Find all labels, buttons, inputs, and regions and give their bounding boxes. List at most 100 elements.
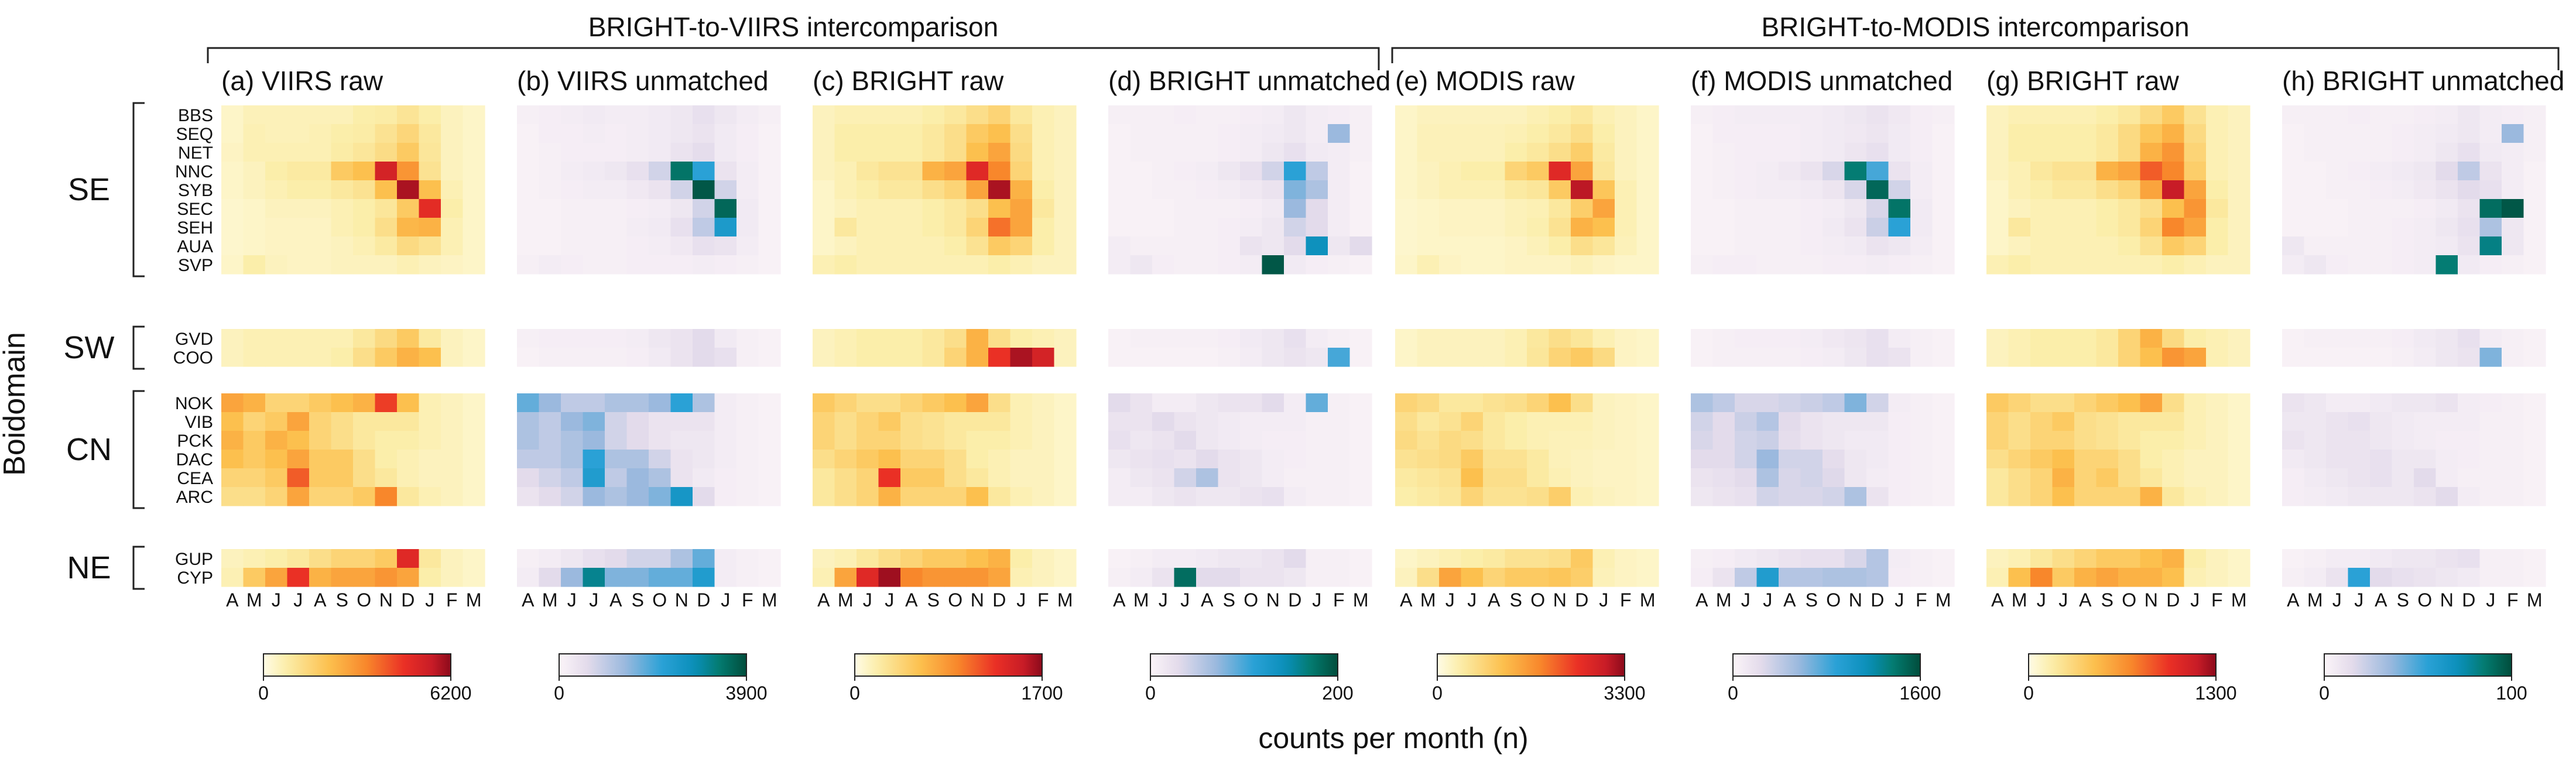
heatmap-cell [1866,549,1889,568]
heatmap-cell [714,218,737,237]
heatmap-cell [1218,143,1241,162]
heatmap-cell [2140,412,2163,431]
heatmap-cell [397,348,420,367]
heatmap-cell [1615,124,1638,143]
heatmap-cell [966,180,989,200]
heatmap-cell [1549,162,1571,181]
heatmap-cell [1615,143,1638,162]
heatmap-cell [1932,162,1955,181]
heatmap-cell [1054,549,1077,568]
heatmap-cell [287,487,310,506]
heatmap-cell [813,218,835,237]
heatmap-cell [737,431,759,450]
heatmap-cell [605,236,628,256]
heatmap-cell [1240,124,1263,143]
heatmap-cell [626,199,649,218]
heatmap-cell [626,393,649,413]
heatmap-cell [2392,568,2414,587]
heatmap-cell [1218,468,1241,488]
heatmap-cell [2206,255,2229,275]
group-bracket-modis [1391,47,2560,70]
heatmap-cell [1505,236,1527,256]
heatmap-cell [878,329,901,348]
heatmap-cell [1779,450,1801,469]
heatmap-cell [1284,124,1307,143]
heatmap-cell [1395,105,1418,125]
heatmap-cell [2282,199,2305,218]
heatmap-cell [1910,487,1933,506]
heatmap-cell [1592,348,1615,367]
heatmap-cell [922,568,945,587]
heatmap-cell [463,180,485,200]
heatmap-cell [539,124,561,143]
heatmap-cell [2502,393,2524,413]
heatmap-cell [1986,348,2009,367]
heatmap-cell [397,568,420,587]
heatmap-cell [1691,487,1714,506]
heatmap-cell [1505,568,1527,587]
colorbar-min-label: 0 [1145,683,1156,704]
heatmap-cell [605,124,628,143]
month-tick-label: S [336,589,348,611]
heatmap-cell [221,549,244,568]
heatmap-cell [331,431,354,450]
heatmap-cell [1054,199,1077,218]
heatmap-cell [626,162,649,181]
heatmap-cell [1735,105,1758,125]
heatmap-cell [857,568,879,587]
heatmap-cell [2414,450,2437,469]
heatmap-cell [221,255,244,275]
heatmap-cell [2008,468,2031,488]
heatmap-cell [243,105,266,125]
heatmap-cell [626,180,649,200]
heatmap-cell [813,468,835,488]
heatmap-cell [1328,218,1351,237]
heatmap-cell [1483,329,1506,348]
heatmap-cell [966,329,989,348]
heatmap-cell [900,412,923,431]
heatmap-cell [2008,124,2031,143]
heatmap-cell [353,143,376,162]
heatmap-cell [922,450,945,469]
heatmap-cell [243,549,266,568]
heatmap-cell [1483,199,1506,218]
heatmap-cell [1152,255,1175,275]
heatmap-cell [2162,393,2185,413]
heatmap-cell [331,218,354,237]
heatmap-cell [2140,199,2163,218]
heatmap-cell [737,487,759,506]
heatmap-cell [375,468,398,488]
heatmap-cell [287,236,310,256]
heatmap-cell [1108,450,1131,469]
month-tick-label: J [885,589,894,611]
heatmap-cell [649,468,672,488]
heatmap-cell [397,124,420,143]
heatmap-cell [1240,236,1263,256]
heatmap-cell [2479,143,2502,162]
heatmap-cell [287,431,310,450]
heatmap-cell [813,549,835,568]
heatmap-cell [1130,199,1153,218]
heatmap-cell [441,236,464,256]
heatmap-cell [1196,143,1219,162]
row-label-net: NET [178,143,213,163]
heatmap-cell [1756,487,1779,506]
heatmap-cell [2479,549,2502,568]
heatmap-cell [2184,412,2207,431]
heatmap-cell [1549,393,1571,413]
heatmap-cell [243,124,266,143]
heatmap-cell [1395,199,1418,218]
heatmap-cell [1571,412,1594,431]
heatmap-cell [2326,329,2349,348]
heatmap-cell [2074,218,2097,237]
panel-title: (h) BRIGHT unmatched [2282,66,2564,96]
heatmap-cell [309,218,332,237]
heatmap-cell [1712,329,1735,348]
month-tick-label: M [2231,589,2247,611]
month-tick-label: D [2166,589,2180,611]
heatmap-cell [878,162,901,181]
heatmap-cell [2326,236,2349,256]
heatmap-cell [583,143,605,162]
heatmap-cell [419,468,441,488]
heatmap-cell [309,143,332,162]
